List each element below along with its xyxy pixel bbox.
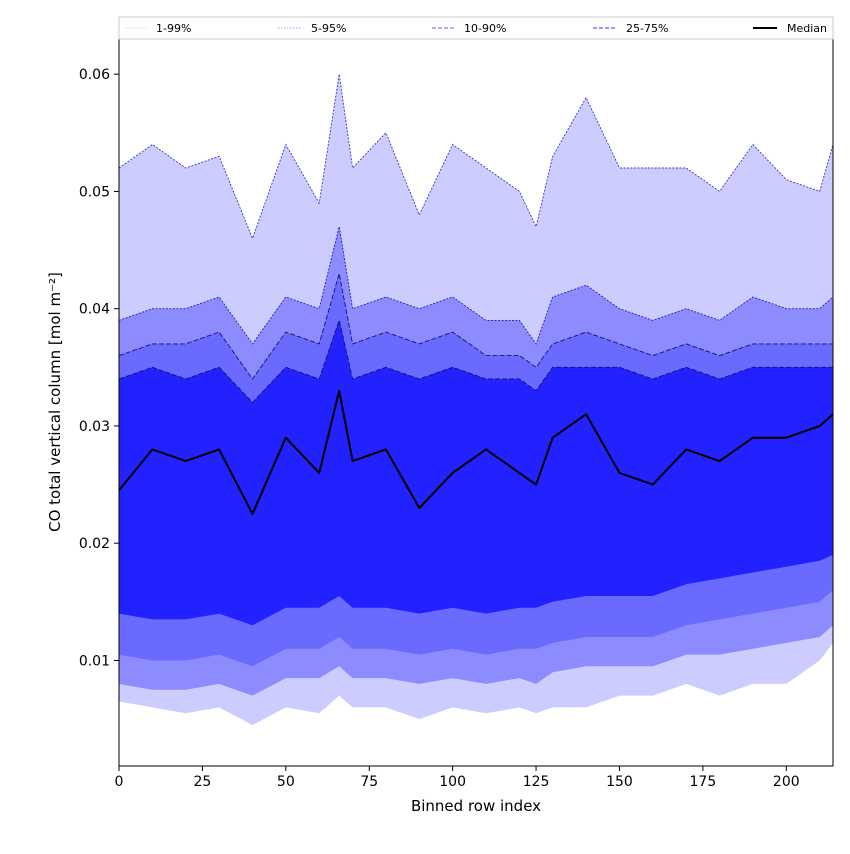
x-tick-label: 100 [439, 774, 466, 790]
y-axis-label: CO total vertical column [mol m⁻²] [46, 272, 64, 532]
y-tick-label: 0.04 [79, 302, 110, 318]
x-tick-label: 50 [277, 774, 295, 790]
y-tick-label: 0.01 [79, 653, 110, 669]
y-tick-label: 0.05 [79, 184, 110, 200]
band-25-75-upper-line [119, 318, 833, 404]
x-axis: 0 25 50 75 100 125 150 175 200 [115, 766, 800, 790]
y-axis: 0.01 0.02 0.03 0.04 0.05 0.06 [79, 67, 119, 669]
y-tick-label: 0.03 [79, 419, 110, 435]
x-tick-label: 150 [606, 774, 633, 790]
legend-box [118, 16, 834, 40]
legend-label: Median [787, 22, 827, 35]
band-5-95-upper-line [119, 226, 833, 345]
x-tick-label: 0 [115, 774, 124, 790]
y-tick-label: 0.06 [79, 67, 110, 83]
x-tick-label: 175 [690, 774, 717, 790]
bands-layer [119, 74, 833, 725]
band-25-75-area [119, 320, 833, 626]
legend: 1-99% 5-95% 10-90% 25-75% Median [118, 16, 834, 40]
median-line [119, 389, 833, 515]
x-tick-label: 125 [523, 774, 550, 790]
band-10-90-upper-line [119, 273, 833, 380]
x-tick-label: 75 [360, 774, 378, 790]
x-tick-label: 200 [773, 774, 800, 790]
legend-label: 25-75% [626, 22, 668, 35]
y-tick-label: 0.02 [79, 536, 110, 552]
legend-label: 5-95% [311, 22, 346, 35]
x-tick-label: 25 [193, 774, 211, 790]
legend-label: 1-99% [156, 22, 191, 35]
x-axis-label: Binned row index [411, 797, 541, 815]
lines-layer [119, 74, 833, 515]
legend-label: 10-90% [464, 22, 506, 35]
